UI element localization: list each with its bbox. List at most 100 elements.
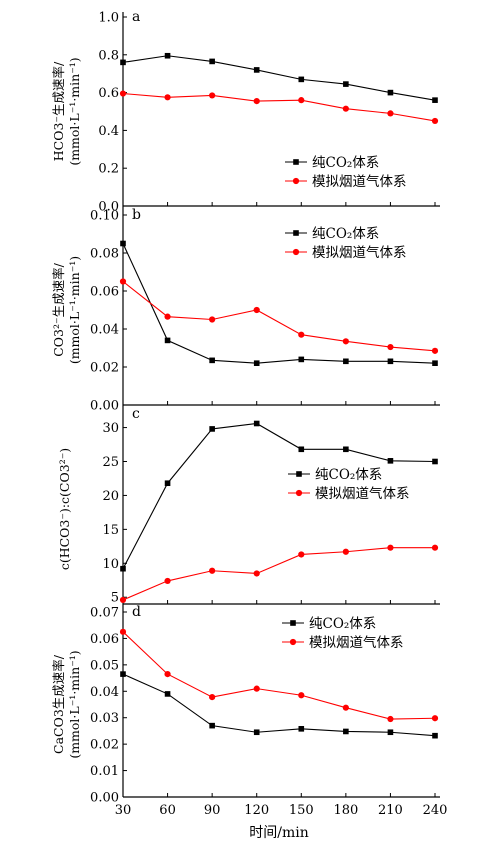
data-point bbox=[209, 426, 215, 432]
y-tick-label: 5 bbox=[111, 591, 119, 606]
x-tick-label: 180 bbox=[333, 803, 358, 818]
y-tick-label: 0.03 bbox=[90, 711, 119, 726]
data-point bbox=[298, 726, 305, 732]
data-point bbox=[253, 570, 260, 577]
data-point bbox=[387, 458, 394, 464]
y-tick-label: 0.8 bbox=[98, 48, 119, 63]
legend-label: 纯CO₂体系 bbox=[312, 226, 379, 242]
data-point bbox=[432, 97, 438, 103]
y-tick-label: 20 bbox=[102, 489, 119, 504]
data-point bbox=[209, 58, 215, 65]
data-point bbox=[164, 577, 171, 585]
data-point bbox=[342, 548, 349, 555]
data-point bbox=[209, 722, 215, 729]
data-point bbox=[253, 360, 260, 366]
y-tick-label: 0.6 bbox=[98, 86, 119, 101]
panel-letter: b bbox=[132, 207, 141, 223]
y-tick-label: 10 bbox=[102, 557, 119, 572]
data-point bbox=[209, 694, 216, 701]
y-tick-label: 1.0 bbox=[98, 11, 119, 26]
data-point bbox=[432, 360, 438, 366]
data-point bbox=[387, 544, 394, 551]
series-line bbox=[122, 281, 436, 352]
x-tick-label: 120 bbox=[244, 803, 269, 818]
x-tick-label: 150 bbox=[289, 803, 314, 818]
data-point bbox=[343, 81, 349, 87]
data-point bbox=[164, 337, 171, 344]
data-point bbox=[387, 343, 394, 351]
data-point bbox=[253, 98, 260, 105]
series-line bbox=[122, 92, 436, 122]
y-axis-label: c(HCO3⁻):c(CO3²⁻) bbox=[57, 448, 72, 570]
panel-b: b 0.00 0.02 0.04 0.06 0.08 0.10 CO3²⁻生成速率/(mmol… bbox=[51, 207, 440, 414]
x-tick-label: 240 bbox=[423, 803, 448, 818]
data-point bbox=[342, 704, 349, 711]
data-point bbox=[209, 567, 216, 574]
data-point bbox=[432, 458, 438, 465]
y-tick-label: 0.4 bbox=[98, 124, 119, 139]
data-point bbox=[253, 306, 260, 314]
data-point bbox=[431, 544, 439, 551]
legend-marker bbox=[293, 230, 299, 236]
x-tick-label: 90 bbox=[204, 803, 221, 818]
data-point bbox=[209, 357, 215, 364]
data-point bbox=[298, 551, 305, 558]
y-axis-label: CaCO3生成速率/(mmol·L⁻¹·min⁻¹) bbox=[51, 650, 82, 758]
data-point bbox=[387, 715, 394, 723]
data-point bbox=[164, 52, 171, 59]
y-axis-label-line: c(HCO3⁻):c(CO3²⁻) bbox=[57, 448, 72, 570]
data-point bbox=[253, 67, 260, 73]
data-point bbox=[298, 356, 305, 363]
data-point bbox=[164, 480, 171, 487]
series-line bbox=[122, 243, 436, 364]
data-point bbox=[120, 240, 126, 247]
data-point bbox=[119, 90, 127, 97]
data-point bbox=[120, 59, 126, 66]
x-axis-label: 时间/min bbox=[249, 825, 309, 841]
data-point bbox=[387, 89, 394, 96]
y-axis-label-line: (mmol·L⁻¹·min⁻¹) bbox=[67, 650, 82, 758]
legend-label: 纯CO₂体系 bbox=[315, 467, 382, 483]
y-tick-label: 0.2 bbox=[98, 162, 119, 177]
series-line bbox=[122, 631, 436, 720]
data-point bbox=[387, 110, 394, 117]
legend-marker bbox=[290, 620, 296, 626]
panel-letter: a bbox=[132, 9, 140, 25]
legend-label: 纯CO₂体系 bbox=[309, 616, 376, 632]
legend-marker bbox=[293, 159, 299, 165]
data-point bbox=[342, 105, 349, 112]
panel-letter: d bbox=[132, 604, 141, 620]
legend-label: 纯CO₂体系 bbox=[312, 155, 379, 171]
data-point bbox=[298, 331, 305, 338]
series-line bbox=[122, 422, 436, 569]
y-tick-label: 30 bbox=[102, 421, 119, 436]
y-tick-label: 0.04 bbox=[90, 685, 119, 700]
data-point bbox=[253, 729, 260, 736]
data-point bbox=[119, 628, 127, 635]
data-point bbox=[343, 358, 349, 365]
y-tick-label: 0.06 bbox=[90, 632, 119, 647]
data-point bbox=[120, 671, 126, 677]
data-point bbox=[343, 446, 349, 453]
panel-letter: c bbox=[132, 406, 140, 422]
y-axis-label-line: (mmol·L⁻¹·min⁻¹) bbox=[67, 57, 82, 165]
data-point bbox=[164, 691, 171, 697]
data-point bbox=[298, 97, 305, 104]
x-tick-label: 210 bbox=[378, 803, 403, 818]
panel-a: a 0.0 0.2 0.4 0.6 0.8 1.0 HCO3⁻生成速率/(mmol·L⁻¹·m… bbox=[51, 9, 440, 215]
panel-d: d 0.00 0.01 0.02 0.03 0.04 0.05 0.06 0.07 CaCO3生成… bbox=[51, 604, 447, 841]
y-axis-label-line: CaCO3生成速率/ bbox=[51, 654, 66, 754]
data-point bbox=[119, 596, 127, 604]
x-tick-label: 60 bbox=[159, 803, 176, 818]
data-point bbox=[209, 316, 216, 323]
y-tick-label: 0.06 bbox=[90, 285, 119, 300]
data-point bbox=[164, 671, 171, 678]
legend-marker bbox=[295, 489, 303, 497]
y-tick-label: 0.01 bbox=[90, 764, 119, 779]
data-point bbox=[253, 685, 260, 692]
y-tick-label: 0.04 bbox=[90, 323, 119, 338]
y-axis-label: CO3²⁻生成速率/(mmol·L⁻¹·min⁻¹) bbox=[51, 256, 82, 364]
y-tick-label: 0.00 bbox=[90, 399, 119, 414]
